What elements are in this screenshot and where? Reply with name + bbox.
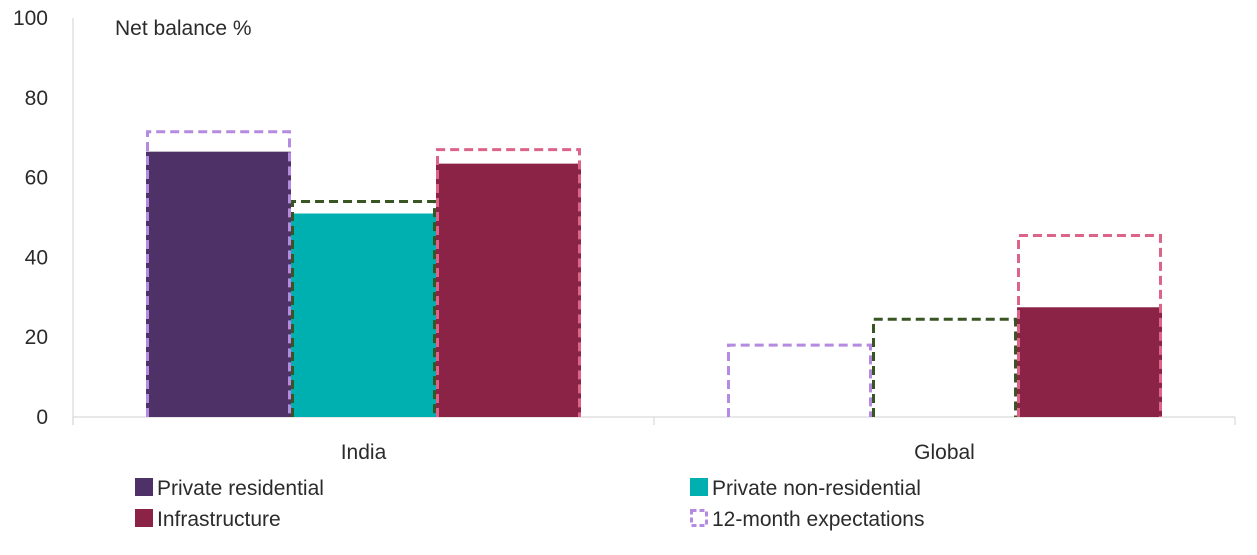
- y-tick-label: 0: [36, 406, 48, 429]
- category-label: India: [341, 441, 387, 464]
- legend-swatch: [135, 478, 153, 496]
- legend-label: 12-month expectations: [712, 508, 924, 531]
- y-tick-label: 100: [13, 7, 48, 30]
- expectation-outline: [291, 200, 436, 417]
- expectation-outline: [872, 317, 1017, 417]
- bar: [1017, 307, 1162, 417]
- y-tick-label: 60: [25, 167, 48, 190]
- bar: [436, 163, 581, 417]
- legend-swatch: [690, 478, 708, 496]
- expectation-outline: [1017, 233, 1162, 417]
- y-tick-label: 40: [25, 246, 48, 269]
- legend-label: Private residential: [157, 477, 324, 500]
- unit-label: Net balance %: [115, 17, 252, 40]
- legend-swatch: [690, 509, 708, 527]
- expectation-outline: [146, 130, 291, 417]
- y-tick-label: 20: [25, 326, 48, 349]
- category-label: Global: [914, 441, 975, 464]
- expectation-outline: [436, 148, 581, 417]
- bar: [291, 213, 436, 417]
- legend-label: Infrastructure: [157, 508, 281, 531]
- bar: [146, 151, 291, 418]
- legend-label: Private non-residential: [712, 477, 921, 500]
- expectation-outline: [727, 343, 872, 417]
- y-tick-label: 80: [25, 87, 48, 110]
- legend-swatch: [135, 509, 153, 527]
